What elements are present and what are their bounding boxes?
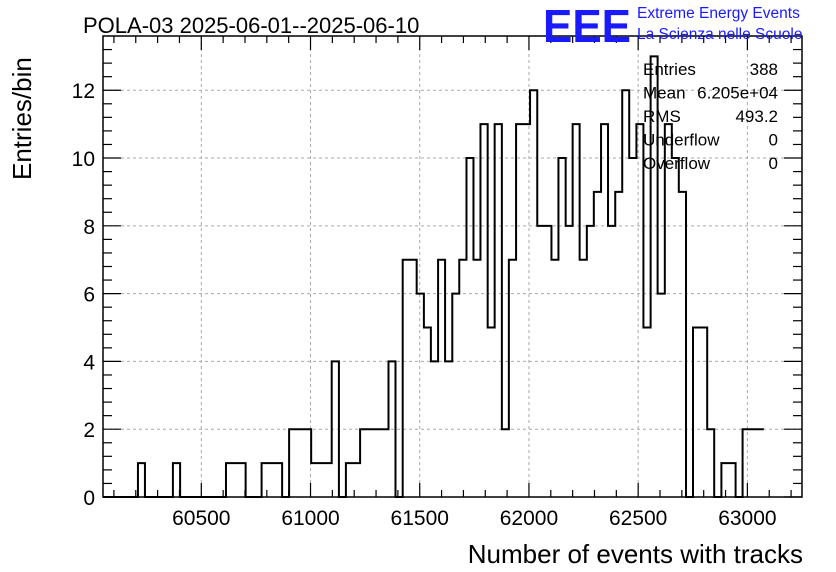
histogram-bin — [403, 260, 417, 497]
eee-logo: EEE Extreme Energy Events La Scienza nel… — [543, 0, 802, 52]
histogram-bin — [459, 260, 466, 497]
stats-box: Entries 388 Mean 6.205e+04 RMS 493.2 Underflow… — [643, 60, 778, 173]
y-tick-label: 8 — [83, 216, 95, 239]
histogram-bin — [226, 463, 246, 497]
histogram-bin — [629, 158, 636, 497]
tick-labels: 60500 61000 61500 62000 62500 63000 0 2 4 6 8 10 12 — [72, 80, 777, 530]
histogram-line — [103, 55, 764, 498]
histogram-bin — [721, 463, 735, 497]
chart-title: POLA-03 2025-06-01--2025-06-10 — [83, 13, 419, 38]
histogram-bin — [516, 124, 530, 497]
stat-label: Mean — [643, 84, 686, 103]
logo-mark: EEE — [543, 0, 631, 52]
histogram-bin — [643, 328, 650, 497]
histogram-bin — [438, 260, 445, 497]
stat-label: Entries — [643, 60, 696, 79]
histogram-bin — [488, 328, 495, 497]
stat-label: Underflow — [643, 131, 720, 150]
histogram-bin — [573, 124, 580, 497]
histogram-bin — [452, 294, 459, 497]
histogram-bin — [346, 463, 360, 497]
stat-value: 0 — [769, 131, 778, 150]
plot-frame — [102, 35, 803, 498]
histogram-bin — [311, 463, 332, 497]
histogram-bin — [707, 429, 714, 497]
stat-label: RMS — [643, 107, 681, 126]
histogram-bin — [594, 192, 601, 497]
histogram-bin — [417, 294, 424, 497]
histogram-bin — [495, 124, 502, 497]
x-axis-label: Number of events with tracks — [468, 539, 803, 569]
histogram-bin — [502, 429, 509, 497]
histogram-bin — [658, 294, 665, 497]
histogram-bin — [480, 124, 487, 497]
histogram-bin — [558, 158, 565, 497]
histogram-bin — [466, 158, 473, 497]
histogram-series — [103, 55, 764, 498]
stat-value: 0 — [769, 154, 778, 173]
histogram-bin — [551, 260, 558, 497]
x-tick-label: 63000 — [718, 507, 776, 530]
histogram-bin — [693, 328, 707, 497]
x-tick-label: 62500 — [609, 507, 667, 530]
logo-line1: Extreme Energy Events — [637, 5, 800, 22]
y-tick-label: 2 — [83, 419, 95, 442]
stat-label: Overflow — [643, 154, 711, 173]
y-tick-label: 10 — [72, 148, 95, 171]
histogram-bin — [636, 124, 643, 497]
histogram-bin — [615, 192, 622, 497]
histogram-bin — [138, 463, 145, 497]
y-tick-label: 6 — [83, 284, 95, 307]
stat-value: 493.2 — [735, 107, 778, 126]
y-tick-label: 12 — [72, 80, 95, 103]
histogram-bin — [473, 260, 480, 497]
histogram-bin — [262, 463, 283, 497]
histogram-bin — [601, 124, 608, 497]
histogram-bin — [679, 192, 686, 497]
logo-line2: La Scienza nelle Scuole — [637, 26, 802, 43]
histogram-bin — [743, 429, 764, 497]
histogram-bin — [509, 260, 516, 497]
axis-ticks — [103, 36, 802, 498]
histogram-bin — [665, 124, 672, 497]
x-tick-label: 61500 — [391, 507, 449, 530]
y-tick-label: 0 — [83, 487, 95, 510]
histogram-bin — [289, 429, 311, 497]
histogram-bin — [360, 429, 388, 497]
x-tick-label: 61000 — [281, 507, 339, 530]
grid-lines — [103, 36, 802, 497]
stat-value: 6.205e+04 — [697, 84, 778, 103]
x-tick-label: 62000 — [500, 507, 558, 530]
histogram-bin — [424, 328, 431, 497]
y-tick-label: 4 — [83, 351, 95, 374]
histogram-bin — [580, 260, 587, 497]
histogram-bin — [672, 158, 679, 497]
x-tick-label: 60500 — [172, 507, 230, 530]
stat-value: 388 — [750, 60, 778, 79]
y-axis-label: Entries/bin — [7, 57, 37, 180]
